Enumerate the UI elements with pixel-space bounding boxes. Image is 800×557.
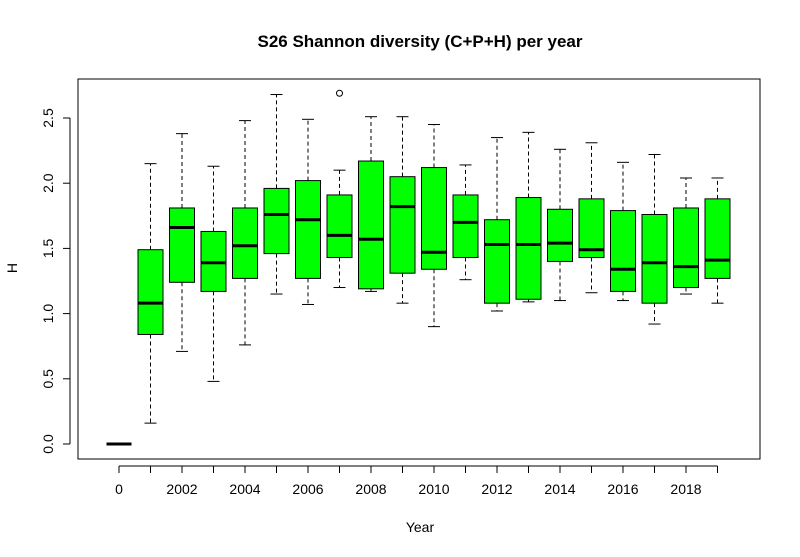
box-body bbox=[547, 208, 573, 262]
y-axis: 0.0 0.5 1.0 1.5 2.0 2.5 bbox=[40, 108, 71, 454]
x-tick-label: 2012 bbox=[481, 481, 512, 497]
y-tick-label: 2.0 bbox=[40, 173, 56, 193]
box-2003 bbox=[200, 165, 227, 382]
y-tick-label: 0.0 bbox=[40, 434, 56, 454]
box-2014 bbox=[547, 148, 573, 302]
box-body bbox=[137, 249, 164, 335]
y-tick-label: 1.5 bbox=[40, 238, 56, 258]
x-tick-label: 2004 bbox=[229, 481, 260, 497]
x-axis: 0 2002 2004 2006 2008 2010 2012 2014 2016 2018 bbox=[115, 465, 718, 497]
box-body bbox=[515, 197, 542, 300]
box-body bbox=[704, 198, 731, 279]
box-2004 bbox=[232, 120, 258, 346]
box-2007 bbox=[326, 89, 353, 289]
box-2012 bbox=[484, 137, 510, 312]
box-body bbox=[610, 210, 636, 292]
x-tick-label: 2014 bbox=[544, 481, 575, 497]
box-2016 bbox=[610, 161, 636, 302]
box-2011 bbox=[452, 164, 479, 281]
chart-title: S26 Shannon diversity (C+P+H) per year bbox=[257, 32, 582, 51]
box-body bbox=[169, 207, 195, 283]
box-body bbox=[358, 160, 384, 290]
box-2008 bbox=[358, 116, 384, 292]
box-2002 bbox=[169, 133, 195, 352]
box-body bbox=[232, 207, 258, 279]
x-tick-label: 2018 bbox=[670, 481, 701, 497]
x-tick-label: 2008 bbox=[355, 481, 386, 497]
box-body bbox=[673, 207, 699, 289]
box-body bbox=[389, 176, 416, 274]
box-body bbox=[484, 219, 510, 304]
outlier-point bbox=[336, 89, 343, 97]
box-2017 bbox=[641, 154, 668, 325]
box-body bbox=[641, 213, 668, 304]
box-body bbox=[326, 194, 353, 259]
y-axis-label: H bbox=[4, 263, 20, 273]
box-2018 bbox=[673, 177, 699, 295]
box-2006 bbox=[295, 118, 321, 305]
x-axis-label: Year bbox=[406, 519, 435, 535]
box-2005 bbox=[263, 94, 290, 295]
x-tick-label: 0 bbox=[115, 481, 123, 497]
box-2001 bbox=[137, 163, 164, 424]
x-tick-label: 2010 bbox=[418, 481, 449, 497]
box-body bbox=[421, 167, 447, 270]
y-tick-label: 1.0 bbox=[40, 304, 56, 324]
plot-frame bbox=[77, 78, 761, 460]
box-body bbox=[295, 180, 321, 279]
y-tick-label: 2.5 bbox=[40, 108, 56, 128]
y-tick-label: 0.5 bbox=[40, 369, 56, 389]
box-2010 bbox=[421, 124, 447, 328]
x-tick-label: 2016 bbox=[607, 481, 638, 497]
x-tick-label: 2002 bbox=[166, 481, 197, 497]
box-2009 bbox=[389, 116, 416, 304]
x-tick-label: 2006 bbox=[292, 481, 323, 497]
box-2019 bbox=[704, 177, 731, 304]
box-body bbox=[578, 198, 605, 259]
box-body bbox=[452, 194, 479, 259]
boxes-group bbox=[106, 89, 731, 446]
box-2015 bbox=[578, 142, 605, 294]
box-2013 bbox=[515, 131, 542, 303]
box-body bbox=[263, 187, 290, 255]
